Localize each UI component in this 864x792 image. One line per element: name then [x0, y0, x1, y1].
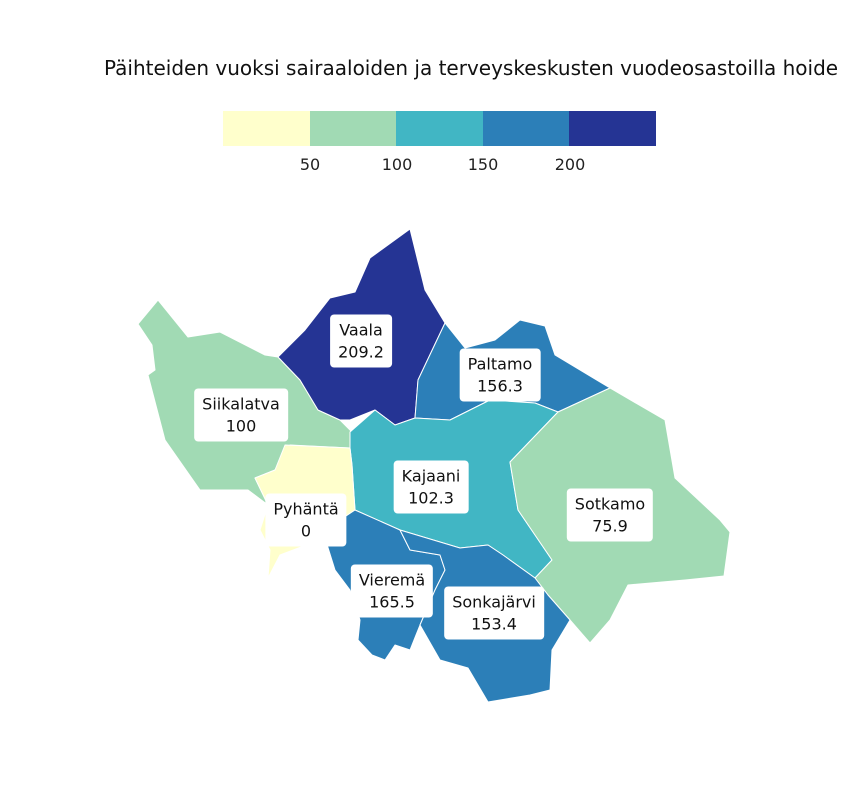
region-label: Paltamo 156.3	[459, 348, 541, 402]
legend-swatch	[482, 111, 570, 146]
legend-swatch	[569, 111, 656, 146]
legend-swatch	[309, 111, 397, 146]
region-value: 165.5	[369, 592, 415, 612]
map-title: Päihteiden vuoksi sairaaloiden ja tervey…	[104, 56, 839, 80]
region-label: Siikalatva 100	[194, 388, 288, 442]
region-label: Vieremä 165.5	[350, 564, 434, 618]
region-name: Vieremä	[358, 570, 426, 590]
region-name: Paltamo	[467, 354, 533, 374]
legend-tick-label: 100	[381, 155, 413, 174]
region-value: 102.3	[408, 488, 454, 508]
region-name: Pyhäntä	[273, 499, 339, 519]
region-name: Kajaani	[401, 466, 461, 486]
legend-ticks: 50 100 150 200	[223, 146, 656, 174]
legend-bar	[223, 111, 656, 146]
region-label: Sotkamo 75.9	[566, 488, 654, 542]
legend-swatch	[223, 111, 310, 146]
region-value: 156.3	[477, 376, 523, 396]
color-legend: 50 100 150 200	[223, 111, 656, 174]
region-value: 100	[225, 416, 257, 436]
legend-tick-label: 50	[299, 155, 321, 174]
region-value: 75.9	[592, 516, 628, 536]
region-value: 0	[300, 521, 312, 541]
region-name: Vaala	[339, 320, 383, 340]
region-label: Kajaani 102.3	[393, 460, 469, 514]
region-name: Siikalatva	[202, 394, 280, 414]
region-label: Sonkajärvi 153.4	[444, 586, 544, 640]
legend-tick-label: 150	[467, 155, 499, 174]
region-name: Sotkamo	[574, 494, 646, 514]
legend-tick-label: 200	[554, 155, 586, 174]
region-label: Vaala 209.2	[330, 314, 392, 368]
legend-swatch	[396, 111, 483, 146]
region-value: 209.2	[338, 342, 384, 362]
region-value: 153.4	[471, 614, 517, 634]
region-label: Pyhäntä 0	[265, 493, 347, 547]
region-name: Sonkajärvi	[452, 592, 536, 612]
